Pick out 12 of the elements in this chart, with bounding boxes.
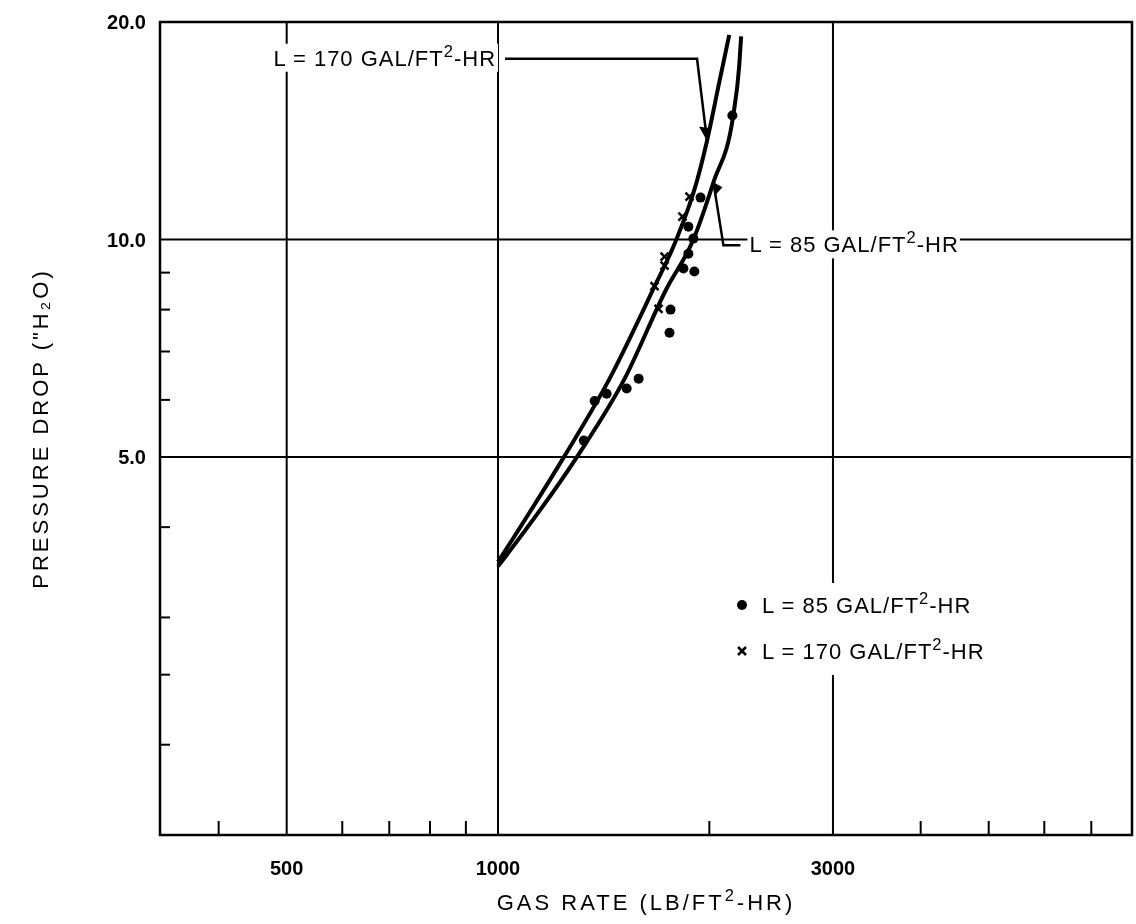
y-tick-label: 20.0 <box>107 11 146 33</box>
legend-label: L = 85 GAL/FT$^{2}$-HR <box>762 589 972 618</box>
x-tick-label: 3000 <box>810 857 856 879</box>
annotation: L = 170 GAL/FT$^{2}$-HR <box>273 41 497 71</box>
x-tick-label: 500 <box>270 857 304 879</box>
y-axis-title: PRESSURE DROP ("H₂O) <box>28 268 53 589</box>
x-tick-label: 1000 <box>475 857 521 879</box>
y-tick-label: 5.0 <box>118 446 146 469</box>
y-tick-label: 10.0 <box>107 228 146 251</box>
annotation: L = 85 GAL/FT$^{2}$-HR <box>749 228 959 258</box>
legend-label: L = 170 GAL/FT$^{2}$-HR <box>762 635 985 664</box>
x-axis-title: GAS RATE (LB/FT$^{2}$-HR) <box>496 886 796 915</box>
